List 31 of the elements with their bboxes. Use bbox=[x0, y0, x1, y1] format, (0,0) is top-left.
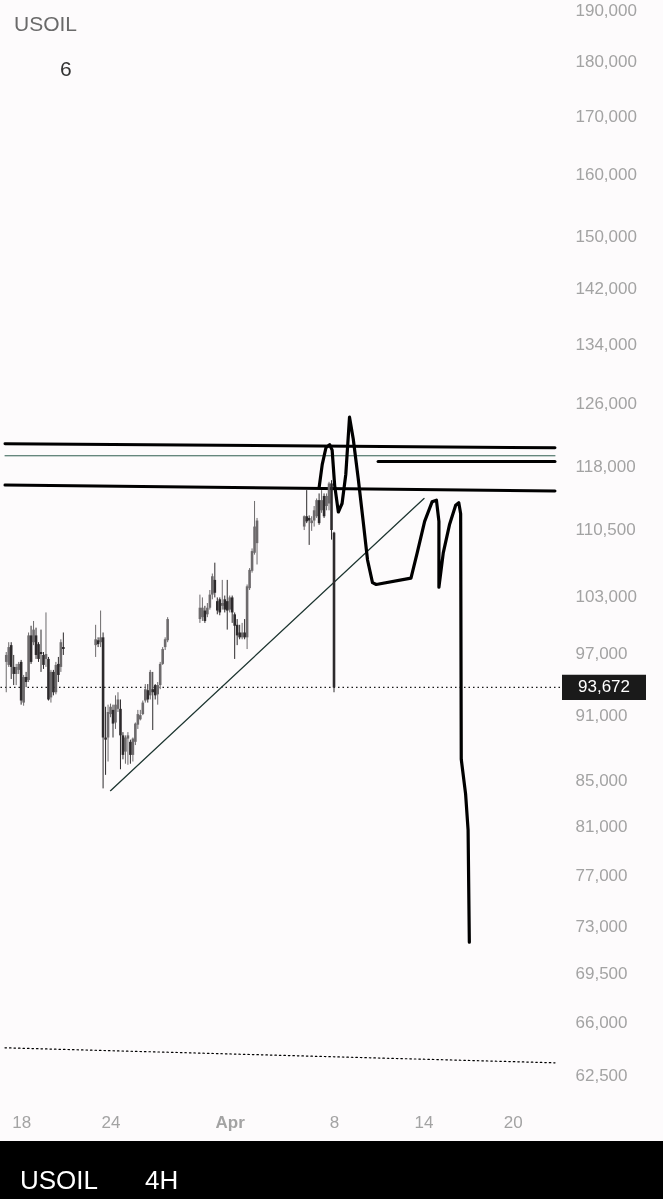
x-tick-label: 20 bbox=[503, 1112, 523, 1132]
x-tick-label: 14 bbox=[414, 1112, 434, 1132]
y-tick-label: 190,000 bbox=[575, 0, 637, 20]
y-tick-label: 91,000 bbox=[575, 705, 628, 725]
annotation: 6 bbox=[60, 57, 72, 80]
y-tick-label: 85,000 bbox=[575, 770, 628, 790]
y-tick-label: 180,000 bbox=[575, 52, 637, 72]
y-tick-label: 77,000 bbox=[575, 865, 628, 885]
y-tick-label: 126,000 bbox=[575, 393, 637, 413]
y-tick-label: 81,000 bbox=[575, 817, 628, 837]
y-tick-label: 170,000 bbox=[575, 107, 637, 127]
y-tick-label: 69,500 bbox=[575, 963, 628, 983]
ref-line-label: 93,672 bbox=[578, 677, 630, 697]
y-tick-label: 110,500 bbox=[575, 519, 636, 539]
y-tick-label: 66,000 bbox=[575, 1013, 628, 1033]
x-tick-label: Apr bbox=[215, 1112, 246, 1132]
x-tick-label: 8 bbox=[329, 1112, 340, 1132]
y-tick-label: 142,000 bbox=[575, 279, 637, 299]
y-tick-label: 134,000 bbox=[575, 334, 637, 354]
y-tick-label: 73,000 bbox=[575, 916, 628, 936]
x-tick-label: 24 bbox=[101, 1112, 121, 1132]
y-tick-label: 97,000 bbox=[575, 644, 628, 664]
y-tick-label: 118,000 bbox=[575, 456, 636, 476]
chart-title: USOIL bbox=[14, 12, 78, 35]
y-tick-label: 160,000 bbox=[575, 165, 637, 185]
text: 4H bbox=[145, 1165, 179, 1195]
y-tick-label: 62,500 bbox=[575, 1065, 628, 1085]
x-tick-label: 18 bbox=[12, 1112, 32, 1132]
text: USOIL bbox=[20, 1165, 99, 1195]
y-tick-label: 103,000 bbox=[575, 586, 637, 606]
y-tick-label: 150,000 bbox=[575, 226, 637, 246]
